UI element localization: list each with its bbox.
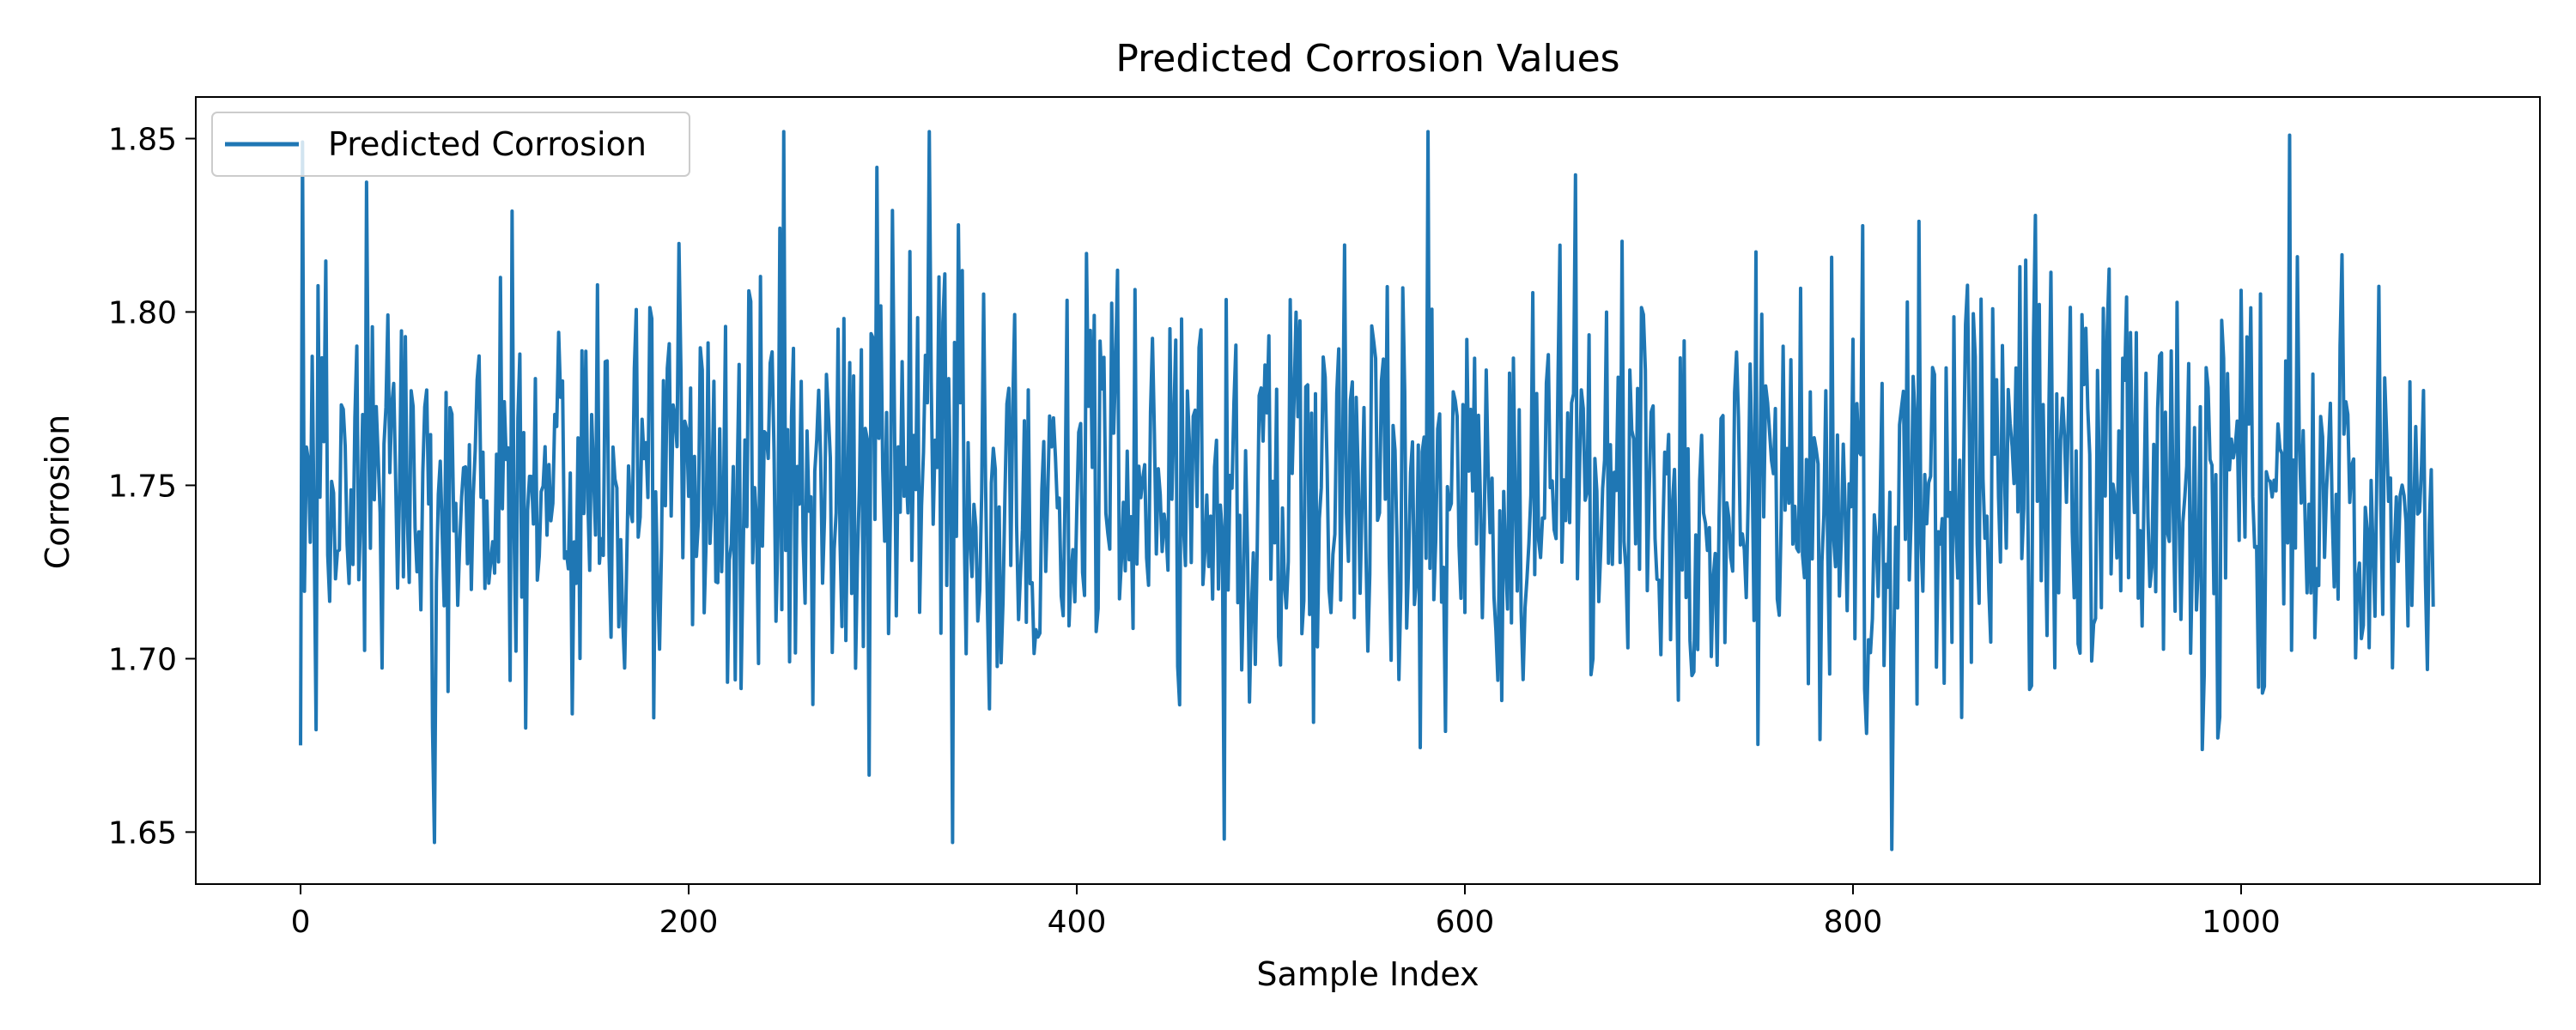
x-tick-label: 0	[291, 905, 311, 940]
legend: Predicted Corrosion	[211, 112, 690, 177]
y-tick-label: 1.65	[108, 815, 177, 851]
x-tick-label: 1000	[2202, 905, 2281, 940]
y-axis-title: Corrosion	[39, 415, 76, 569]
x-tick-label: 600	[1436, 905, 1495, 940]
x-tick-label: 200	[659, 905, 719, 940]
legend-label: Predicted Corrosion	[328, 125, 647, 163]
series-line-predicted-corrosion	[299, 130, 2435, 851]
x-axis-title: Sample Index	[1256, 955, 1479, 993]
y-tick-label: 1.75	[108, 469, 177, 504]
y-tick-label: 1.80	[108, 295, 177, 330]
chart-title: Predicted Corrosion Values	[1115, 37, 1619, 81]
axes: 0 200 400 600 800 1000 1.65 1.70 1.75 1.80 1.85	[108, 96, 2541, 940]
y-tick-label: 1.85	[108, 122, 177, 157]
x-tick-label: 400	[1048, 905, 1107, 940]
plot-frame	[195, 96, 2541, 885]
legend-box	[211, 112, 690, 177]
plot-area	[299, 130, 2435, 851]
y-tick-label: 1.70	[108, 642, 177, 677]
x-tick-label: 800	[1824, 905, 1883, 940]
